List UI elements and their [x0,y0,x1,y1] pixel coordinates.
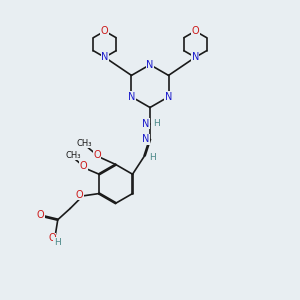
Text: N: N [101,52,108,62]
Text: O: O [191,26,199,36]
Text: O: O [101,26,109,36]
Text: CH₃: CH₃ [65,151,81,160]
Text: H: H [153,119,160,128]
Text: N: N [165,92,172,102]
Text: N: N [146,60,154,70]
Text: O: O [93,150,101,160]
Text: O: O [48,233,56,243]
Text: N: N [142,134,150,144]
Text: N: N [192,52,199,62]
Text: N: N [142,119,150,129]
Text: CH₃: CH₃ [76,139,92,148]
Text: O: O [76,190,84,200]
Text: H: H [149,153,155,162]
Text: N: N [128,92,135,102]
Text: O: O [80,161,87,172]
Text: H: H [54,238,61,247]
Text: O: O [37,210,44,220]
